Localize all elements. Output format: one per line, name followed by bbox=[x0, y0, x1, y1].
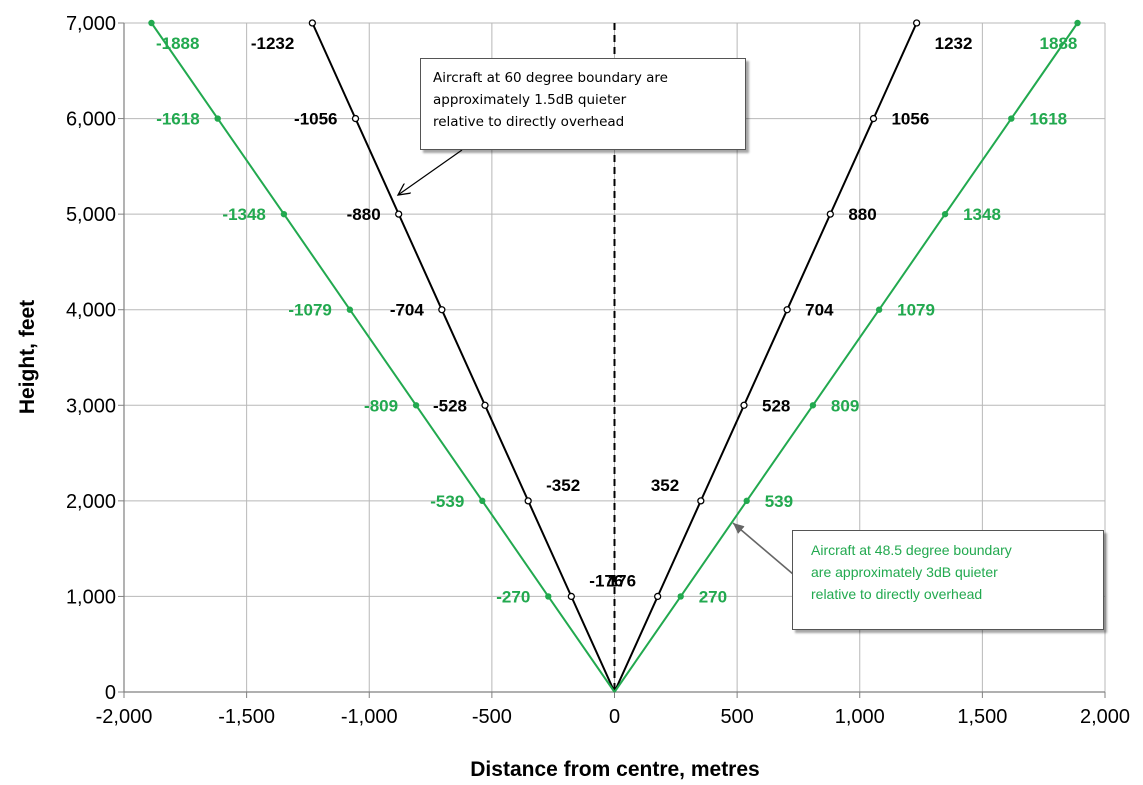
data-label: 1618 bbox=[1029, 110, 1067, 129]
data-label: 352 bbox=[651, 476, 679, 495]
data-label: -1232 bbox=[251, 34, 294, 53]
data-point bbox=[743, 497, 750, 505]
data-point bbox=[783, 306, 791, 314]
annotation-line: are approximately 3dB quieter bbox=[811, 564, 998, 580]
data-point bbox=[875, 306, 883, 313]
annotation-arrows bbox=[398, 149, 801, 581]
y-tick-label: 5,000 bbox=[66, 204, 116, 226]
data-point bbox=[214, 115, 221, 122]
data-label: -704 bbox=[390, 301, 425, 320]
data-point bbox=[869, 114, 878, 123]
x-tick-label: 1,000 bbox=[835, 706, 885, 728]
data-point bbox=[1008, 115, 1015, 122]
annotation-48-5-degree: Aircraft at 48.5 degree boundary are app… bbox=[792, 530, 1104, 630]
series-line-left bbox=[150, 22, 616, 693]
data-label: -880 bbox=[347, 205, 381, 224]
data-point bbox=[809, 402, 817, 409]
x-tick-label: 0 bbox=[609, 706, 620, 728]
y-tick-label: 1,000 bbox=[66, 586, 116, 608]
data-point bbox=[826, 210, 834, 218]
data-label: 176 bbox=[608, 571, 636, 590]
data-label: -1056 bbox=[294, 110, 337, 129]
x-tick-label: 2,000 bbox=[1080, 706, 1130, 728]
data-point bbox=[740, 401, 748, 409]
data-label: -270 bbox=[496, 587, 530, 606]
annotation-line: approximately 1.5dB quieter bbox=[433, 92, 627, 108]
x-tick-label: -1,500 bbox=[218, 706, 275, 728]
tick-labels: -2,000 -1,500 -1,000 -500 0 500 1,000 1,500 2,00… bbox=[66, 13, 1130, 728]
x-tick-label: 500 bbox=[720, 706, 753, 728]
data-point bbox=[395, 210, 403, 218]
data-labels: -176 -352 -528 -704 -880 -1056 -1232 176 352 528 7… bbox=[156, 34, 1077, 606]
data-point bbox=[308, 19, 317, 27]
data-point bbox=[479, 497, 486, 505]
data-label: -1348 bbox=[222, 205, 265, 224]
annotation-line: Aircraft at 60 degree boundary are bbox=[433, 70, 668, 86]
x-tick-label: -500 bbox=[472, 706, 512, 728]
annotation-arrow-60 bbox=[398, 149, 463, 195]
annotation-60-degree: Aircraft at 60 degree boundary are appro… bbox=[420, 58, 746, 150]
y-tick-label: 2,000 bbox=[66, 491, 116, 513]
annotation-arrow-48-5 bbox=[732, 522, 801, 581]
data-label: 1079 bbox=[897, 301, 935, 320]
data-point bbox=[654, 592, 662, 601]
annotation-line: relative to directly overhead bbox=[811, 586, 983, 602]
data-label: -1079 bbox=[288, 301, 331, 320]
x-tick-label: -2,000 bbox=[96, 706, 153, 728]
data-point bbox=[412, 402, 420, 409]
data-point bbox=[346, 306, 354, 313]
data-label: 809 bbox=[831, 396, 859, 415]
data-point bbox=[280, 210, 288, 218]
data-label: 1888 bbox=[1040, 34, 1078, 53]
annotation-line: Aircraft at 48.5 degree boundary bbox=[811, 542, 1012, 558]
x-axis-title: Distance from centre, metres bbox=[470, 758, 759, 781]
data-label: -176 bbox=[589, 571, 623, 590]
series-line-right bbox=[613, 22, 1079, 693]
x-tick-label: -1,000 bbox=[341, 706, 398, 728]
data-label: 1056 bbox=[891, 110, 929, 129]
data-label: -1888 bbox=[156, 34, 199, 53]
data-label: 880 bbox=[848, 205, 876, 224]
data-point bbox=[567, 592, 575, 601]
data-point bbox=[524, 497, 532, 505]
data-label: -809 bbox=[364, 396, 398, 415]
data-label: 704 bbox=[805, 301, 834, 320]
data-label: 539 bbox=[765, 492, 793, 511]
data-label: -352 bbox=[546, 476, 580, 495]
y-tick-label: 7,000 bbox=[66, 13, 116, 35]
data-label: 270 bbox=[699, 587, 727, 606]
data-point bbox=[438, 306, 446, 314]
data-label: -1618 bbox=[156, 110, 199, 129]
data-point bbox=[697, 497, 705, 505]
x-tick-label: 1,500 bbox=[957, 706, 1007, 728]
data-point bbox=[941, 210, 949, 218]
data-point bbox=[912, 19, 921, 27]
data-label: 1348 bbox=[963, 205, 1001, 224]
series-line-right bbox=[613, 22, 918, 693]
data-label: -539 bbox=[430, 492, 464, 511]
data-point bbox=[677, 593, 684, 600]
data-label: 528 bbox=[762, 396, 790, 415]
data-point bbox=[351, 114, 360, 123]
data-point bbox=[1074, 19, 1081, 27]
y-tick-label: 3,000 bbox=[66, 395, 116, 417]
data-point bbox=[545, 593, 552, 600]
data-label: 1232 bbox=[935, 34, 973, 53]
series-line-left bbox=[311, 22, 616, 693]
data-point bbox=[481, 401, 489, 409]
data-label: -528 bbox=[433, 396, 467, 415]
data-points bbox=[148, 19, 1081, 601]
y-tick-label: 0 bbox=[105, 682, 116, 704]
y-tick-label: 6,000 bbox=[66, 109, 116, 131]
y-axis-title: Height, feet bbox=[16, 300, 39, 414]
y-tick-label: 4,000 bbox=[66, 300, 116, 322]
data-point bbox=[148, 19, 155, 27]
annotation-line: relative to directly overhead bbox=[433, 114, 625, 130]
